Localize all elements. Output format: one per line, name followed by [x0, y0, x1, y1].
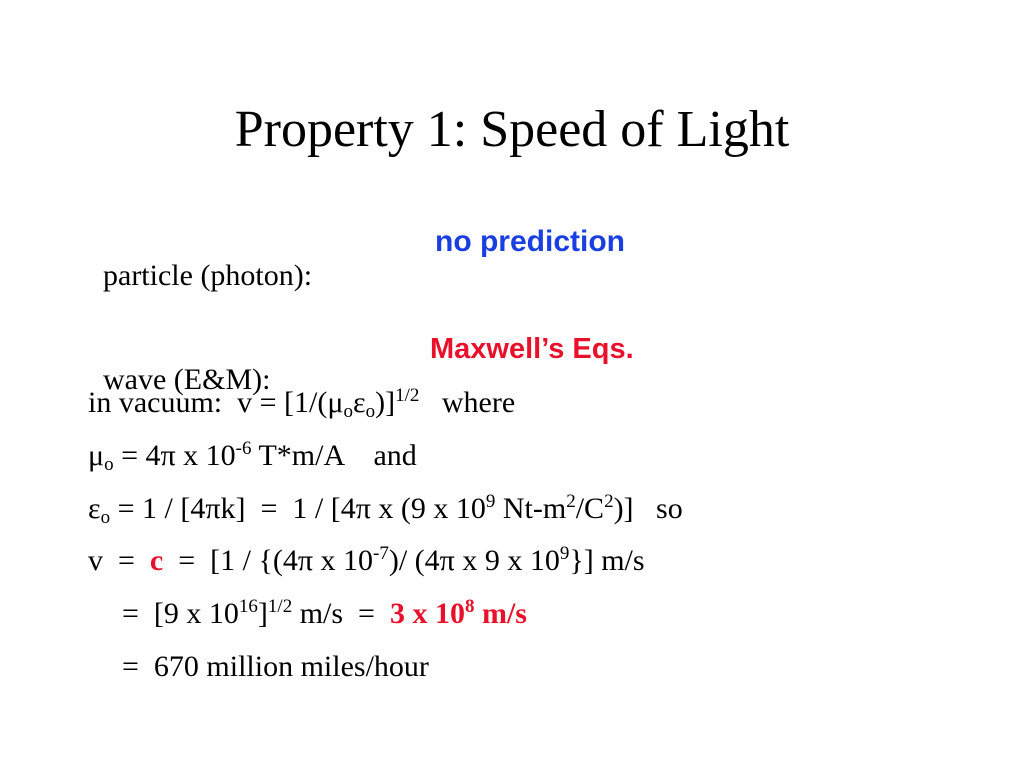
label: particle (photon):	[103, 259, 313, 292]
text: in vacuum: v = [1/(μ	[88, 386, 344, 419]
superscript: 1/2	[395, 385, 420, 406]
subscript: o	[365, 401, 376, 422]
text: where	[419, 386, 516, 419]
text: ε	[88, 492, 101, 525]
superscript: -7	[373, 543, 389, 564]
superscript: 9	[559, 543, 570, 564]
text-line: particle (photon): no prediction	[88, 227, 625, 321]
superscript: 2	[566, 491, 576, 512]
superscript: 1/2	[267, 596, 293, 617]
text-line: wave (E&M): Maxwell’s Eqs.	[88, 335, 634, 425]
highlight: c	[149, 544, 164, 577]
highlight: m/s	[474, 597, 527, 630]
text: = 1 / [4πk] = 1 / [4π x (9 x 10	[110, 492, 486, 525]
superscript: 9	[485, 491, 496, 512]
slide-title: Property 1: Speed of Light	[234, 101, 790, 158]
subscript: o	[343, 401, 353, 422]
label: wave (E&M):	[103, 363, 271, 396]
text: )] so	[613, 492, 683, 525]
text: v =	[88, 544, 150, 577]
text-line: v = c = [1 / {(4π x 10-7)/ (4π x 9 x 109…	[88, 543, 645, 577]
text: = 670 million miles/hour	[122, 650, 429, 683]
text: μ	[88, 439, 105, 472]
superscript: 16	[238, 596, 258, 617]
superscript: 2	[604, 491, 614, 512]
text: ε	[352, 386, 366, 419]
text: m/s =	[292, 597, 390, 630]
highlight-superscript: 8	[464, 596, 475, 617]
text-line: μo = 4π x 10-6 T*m/A and	[88, 438, 417, 474]
text: Nt-m	[495, 492, 567, 525]
text-line: in vacuum: v = [1/(μoεo)]1/2 where	[88, 385, 516, 421]
text: ]	[257, 597, 268, 630]
highlight: no prediction	[435, 225, 625, 258]
subscript: o	[100, 507, 111, 528]
highlight: Maxwell’s Eqs.	[430, 333, 634, 365]
text: = 4π x 10	[113, 439, 236, 472]
text-line: = 670 million miles/hour	[122, 652, 429, 682]
text: }] m/s	[569, 544, 645, 577]
text: = [1 / {(4π x 10	[163, 544, 374, 577]
text: T*m/A and	[251, 439, 417, 472]
text: )]	[375, 386, 396, 419]
subscript: o	[104, 454, 114, 475]
text: = [9 x 10	[122, 597, 239, 630]
text: )/ (4π x 9 x 10	[388, 544, 560, 577]
superscript: -6	[235, 438, 252, 459]
text-line: εo = 1 / [4πk] = 1 / [4π x (9 x 109 Nt-m…	[88, 491, 683, 527]
text: /C	[575, 492, 605, 525]
highlight: 3 x 10	[389, 597, 465, 630]
text-line: = [9 x 1016]1/2 m/s = 3 x 108 m/s	[122, 596, 527, 630]
